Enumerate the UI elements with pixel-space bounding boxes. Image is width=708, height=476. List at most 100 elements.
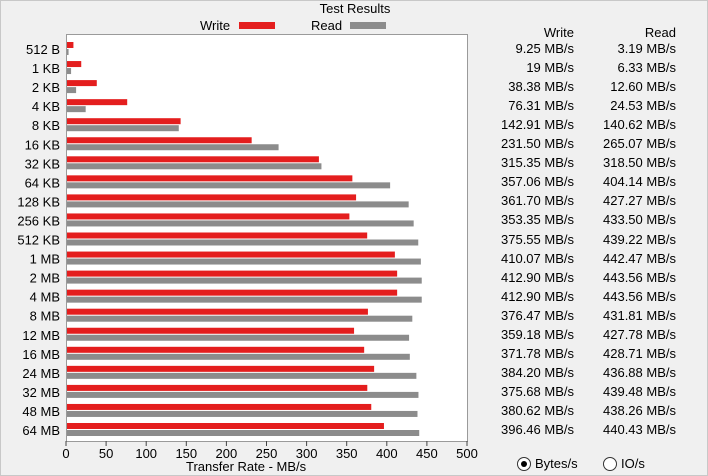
x-tick-label: 150 — [175, 446, 197, 461]
category-label: 32 KB — [25, 156, 60, 171]
write-value: 19 MB/s — [526, 60, 574, 76]
category-label: 4 MB — [30, 290, 60, 305]
read-bar — [67, 125, 179, 132]
write-value: 380.62 MB/s — [501, 402, 574, 418]
write-value: 357.06 MB/s — [501, 174, 574, 190]
write-bar — [67, 270, 398, 277]
write-bar — [67, 99, 128, 106]
x-tick-label: 0 — [62, 446, 69, 461]
category-label: 4 KB — [32, 99, 60, 114]
read-value: 12.60 MB/s — [610, 79, 676, 95]
write-value: 359.18 MB/s — [501, 326, 574, 342]
read-value: 442.47 MB/s — [603, 250, 676, 266]
write-bar — [67, 308, 368, 315]
x-tick-label: 350 — [336, 446, 358, 461]
write-bar — [67, 365, 375, 372]
read-value: 436.88 MB/s — [603, 364, 676, 380]
category-label: 1 KB — [32, 61, 60, 76]
read-value: 439.48 MB/s — [603, 383, 676, 399]
legend-read-swatch — [350, 22, 386, 29]
write-bar — [67, 80, 97, 87]
read-value: 6.33 MB/s — [617, 60, 676, 76]
category-label: 1 MB — [30, 252, 60, 267]
read-value: 443.56 MB/s — [603, 269, 676, 285]
read-value: 404.14 MB/s — [603, 174, 676, 190]
category-label: 2 KB — [32, 80, 60, 95]
unit-option-bytes[interactable]: Bytes/s — [517, 456, 578, 471]
read-bar — [67, 372, 417, 379]
read-value: 433.50 MB/s — [603, 212, 676, 228]
x-tick-label: 50 — [99, 446, 113, 461]
write-bar — [67, 403, 372, 410]
write-bar — [67, 384, 368, 391]
write-value: 410.07 MB/s — [501, 250, 574, 266]
read-value: 427.78 MB/s — [603, 326, 676, 342]
radio-unselected-icon[interactable] — [603, 456, 617, 471]
x-axis-label: Transfer Rate - MB/s — [186, 459, 307, 474]
category-label: 64 KB — [25, 175, 60, 190]
x-tick-label: 500 — [456, 446, 478, 461]
unit-option-bytes-label: Bytes/s — [535, 456, 578, 471]
read-bar — [67, 353, 410, 360]
read-value: 265.07 MB/s — [603, 136, 676, 152]
read-column-header: Read — [644, 25, 676, 40]
write-value: 76.31 MB/s — [508, 98, 574, 114]
read-bar — [67, 163, 322, 170]
read-bar — [67, 68, 72, 75]
legend-read-label: Read — [311, 18, 343, 33]
read-bar — [67, 334, 410, 341]
read-bar — [67, 239, 419, 246]
write-bar — [67, 346, 365, 353]
write-bar — [67, 61, 82, 68]
category-label: 512 B — [26, 42, 60, 57]
x-tick-label: 400 — [376, 446, 398, 461]
read-value: 440.43 MB/s — [603, 422, 676, 437]
chart-title: Test Results — [319, 1, 391, 16]
write-value: 396.46 MB/s — [501, 422, 574, 437]
write-value: 412.90 MB/s — [501, 269, 574, 285]
category-label: 8 KB — [32, 118, 60, 133]
category-label: 32 MB — [22, 385, 60, 400]
category-label: 64 MB — [22, 423, 60, 438]
write-value: 412.90 MB/s — [501, 288, 574, 304]
write-bar — [67, 175, 353, 182]
read-bar — [67, 296, 422, 303]
category-label: 24 MB — [22, 366, 60, 381]
write-value: 376.47 MB/s — [501, 307, 574, 323]
read-bar — [67, 430, 420, 436]
write-value: 231.50 MB/s — [501, 136, 574, 152]
write-bar — [67, 289, 398, 296]
write-value: 38.38 MB/s — [508, 79, 574, 95]
write-value: 375.55 MB/s — [501, 231, 574, 247]
radio-selected-icon[interactable] — [517, 456, 531, 471]
read-value: 443.56 MB/s — [603, 288, 676, 304]
read-value: 428.71 MB/s — [603, 345, 676, 361]
read-bar — [67, 258, 421, 265]
read-value: 140.62 MB/s — [603, 117, 676, 133]
legend-write-label: Write — [200, 18, 231, 33]
write-value: 353.35 MB/s — [501, 212, 574, 228]
x-tick-label: 200 — [216, 446, 238, 461]
category-label: 48 MB — [22, 404, 60, 419]
unit-option-io[interactable]: IO/s — [603, 456, 645, 471]
x-tick-label: 300 — [296, 446, 318, 461]
write-bar — [67, 42, 74, 48]
read-value: 431.81 MB/s — [603, 307, 676, 323]
x-tick-label: 100 — [135, 446, 157, 461]
read-bar — [67, 87, 77, 94]
write-bar — [67, 251, 395, 258]
x-tick-label: 450 — [416, 446, 438, 461]
x-tick-label: 250 — [256, 446, 278, 461]
write-bar — [67, 194, 357, 201]
read-bar — [67, 410, 418, 417]
read-bar — [67, 201, 409, 208]
write-column-header: Write — [543, 25, 574, 40]
write-bar — [67, 232, 368, 239]
category-label: 2 MB — [30, 271, 60, 286]
category-label: 12 MB — [22, 328, 60, 343]
category-label: 256 KB — [17, 213, 60, 228]
read-value: 427.27 MB/s — [603, 193, 676, 209]
read-bar — [67, 182, 391, 189]
read-bar — [67, 144, 279, 151]
